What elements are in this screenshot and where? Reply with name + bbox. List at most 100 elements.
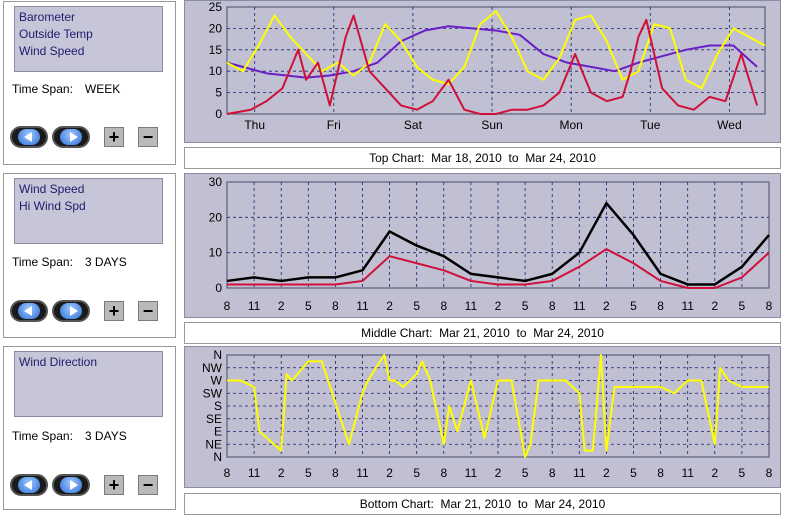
x-tick-label: Tue — [640, 118, 661, 132]
prev-button[interactable] — [10, 300, 48, 322]
x-tick-label: 11 — [356, 466, 369, 480]
time-span-label: Time Span: — [12, 82, 73, 96]
left-arrow-icon — [24, 306, 32, 316]
x-tick-label: 8 — [549, 466, 556, 480]
list-item[interactable]: Outside Temp — [19, 27, 93, 41]
x-tick-label: 5 — [305, 299, 312, 313]
list-item[interactable]: Wind Speed — [19, 182, 85, 196]
x-tick-label: 2 — [711, 466, 718, 480]
bottom-chart-caption: Bottom Chart: Mar 21, 2010 to Mar 24, 20… — [184, 493, 781, 515]
middle-chart-caption: Middle Chart: Mar 21, 2010 to Mar 24, 20… — [184, 322, 781, 344]
y-tick-label: 0 — [215, 107, 222, 121]
x-tick-label: 2 — [278, 466, 285, 480]
top-series-list[interactable]: Barometer Outside Temp Wind Speed — [14, 6, 163, 72]
y-tick-label: S — [214, 399, 222, 413]
x-tick-label: 11 — [356, 299, 369, 313]
time-span-label: Time Span: — [12, 255, 73, 269]
caption-to-word: to — [516, 326, 527, 340]
left-arrow-icon — [24, 132, 32, 142]
zoom-out-button[interactable]: − — [138, 127, 158, 147]
x-tick-label: 8 — [440, 299, 447, 313]
time-span-label: Time Span: — [12, 429, 73, 443]
list-item[interactable]: Wind Speed — [19, 44, 85, 58]
time-span-row: Time Span: WEEK — [12, 82, 120, 96]
next-button[interactable] — [52, 126, 90, 148]
x-tick-label: 2 — [495, 466, 502, 480]
caption-prefix: Bottom Chart: — [359, 497, 434, 511]
y-tick-label: NW — [202, 361, 223, 375]
y-tick-label: 25 — [209, 1, 223, 14]
next-button[interactable] — [52, 474, 90, 496]
x-tick-label: 11 — [681, 466, 694, 480]
list-item[interactable]: Barometer — [19, 10, 76, 24]
middle-chart: 0 10 20 30 8 11 2 5 8 11 2 5 8 11 2 5 8 11 2 5 8 11 2 5 8 — [184, 173, 781, 318]
x-tick-label: 2 — [603, 299, 610, 313]
x-tick-label: Fri — [327, 118, 341, 132]
y-tick-label: SE — [206, 412, 222, 426]
zoom-in-button[interactable]: + — [104, 127, 124, 147]
x-tick-label: 11 — [465, 466, 478, 480]
bottom-series-list[interactable]: Wind Direction — [14, 351, 163, 417]
y-tick-label: NE — [205, 437, 222, 451]
middle-series-list[interactable]: Wind Speed Hi Wind Spd — [14, 178, 163, 244]
x-tick-label: 8 — [766, 299, 773, 313]
list-item[interactable]: Hi Wind Spd — [19, 199, 86, 213]
top-chart-svg: 0 5 10 15 20 25 Thu Fri Sat Sun Mon Tue Wed — [209, 0, 766, 132]
x-tick-label: 8 — [549, 299, 556, 313]
x-tick-label: 5 — [739, 299, 746, 313]
x-tick-label: 5 — [522, 466, 529, 480]
list-item[interactable]: Wind Direction — [19, 355, 98, 369]
y-tick-label: E — [214, 425, 222, 439]
caption-to: Mar 24, 2010 — [534, 497, 606, 511]
top-chart-caption: Top Chart: Mar 18, 2010 to Mar 24, 2010 — [184, 147, 781, 169]
y-tick-label: 15 — [209, 43, 223, 57]
caption-prefix: Middle Chart: — [361, 326, 433, 340]
prev-button[interactable] — [10, 126, 48, 148]
x-tick-label: 5 — [413, 299, 420, 313]
prev-button[interactable] — [10, 474, 48, 496]
x-tick-label: 11 — [248, 299, 261, 313]
caption-from: Mar 21, 2010 — [440, 497, 512, 511]
y-tick-label: 10 — [209, 64, 223, 78]
caption-to: Mar 24, 2010 — [525, 151, 596, 165]
series-line-wind — [227, 248, 770, 289]
y-tick-label: 0 — [215, 281, 222, 295]
x-tick-label: Sun — [481, 118, 502, 132]
x-tick-label: 8 — [657, 466, 664, 480]
bottom-chart: N NE E SE S SW W NW N 8 11 2 5 8 11 2 5 8 11 2 5 8 11 2 5 8 11 2 5 8 — [184, 346, 781, 488]
y-tick-label: 5 — [215, 86, 222, 100]
x-tick-label: Mon — [559, 118, 582, 132]
x-tick-label: 2 — [603, 466, 610, 480]
x-tick-label: 11 — [573, 299, 586, 313]
x-tick-label: 5 — [413, 466, 420, 480]
caption-from: Mar 21, 2010 — [439, 326, 510, 340]
series-line-barometer — [226, 25, 758, 79]
time-span-value: 3 DAYS — [84, 429, 127, 443]
x-tick-label: 8 — [224, 466, 231, 480]
top-control-panel: Barometer Outside Temp Wind Speed Time S… — [3, 1, 176, 165]
zoom-out-button[interactable]: − — [138, 475, 158, 495]
x-tick-label: 5 — [305, 466, 312, 480]
x-tick-label: 11 — [681, 299, 694, 313]
left-arrow-icon — [24, 480, 32, 490]
x-tick-label: 8 — [440, 466, 447, 480]
y-tick-label: 20 — [209, 210, 223, 224]
y-tick-label: 10 — [209, 246, 223, 260]
zoom-in-button[interactable]: + — [104, 301, 124, 321]
zoom-in-button[interactable]: + — [104, 475, 124, 495]
x-tick-label: 11 — [248, 466, 261, 480]
right-arrow-icon — [70, 480, 78, 490]
time-span-row: Time Span: 3 DAYS — [12, 255, 127, 269]
x-tick-label: Sat — [404, 118, 423, 132]
x-tick-label: 5 — [630, 299, 637, 313]
y-tick-label: N — [213, 450, 222, 464]
x-tick-label: 11 — [465, 299, 478, 313]
x-tick-label: Wed — [717, 118, 741, 132]
zoom-out-button[interactable]: − — [138, 301, 158, 321]
middle-control-panel: Wind Speed Hi Wind Spd Time Span: 3 DAYS … — [3, 173, 176, 338]
time-span-value: WEEK — [84, 82, 121, 96]
caption-prefix: Top Chart: — [369, 151, 425, 165]
x-tick-label: 2 — [711, 299, 718, 313]
next-button[interactable] — [52, 300, 90, 322]
